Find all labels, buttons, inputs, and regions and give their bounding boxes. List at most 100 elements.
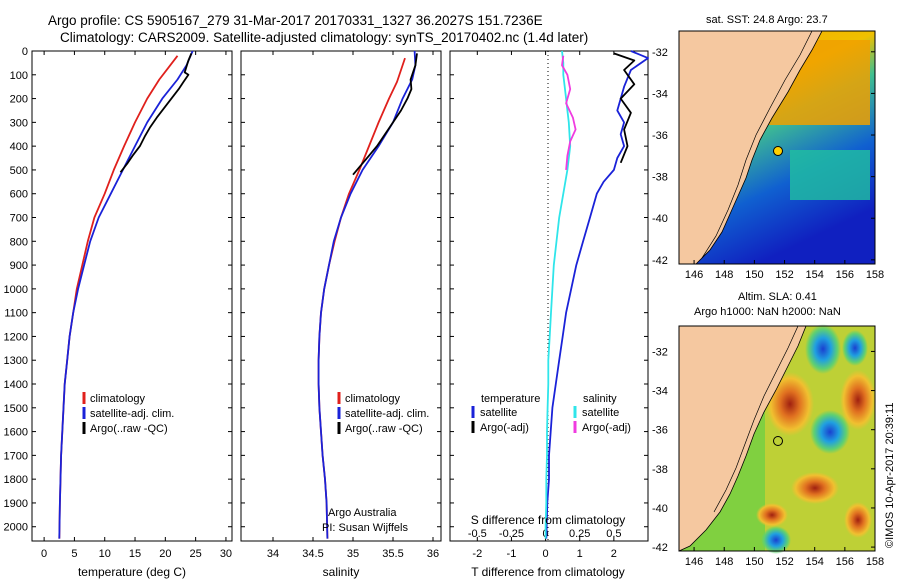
sla-map-land [678, 325, 807, 552]
depth-tick-label: 600 [10, 189, 28, 201]
series-line-climatology [317, 57, 406, 539]
depth-tick-label: 1800 [4, 474, 28, 486]
argo-float-marker [773, 436, 783, 446]
depth-tick-label: 0 [22, 46, 28, 58]
depth-tick-label: 800 [10, 236, 28, 248]
s-tick-label: -0.25 [499, 528, 524, 540]
s-difference-tick-labels: -0.5 -0.25 0 0.25 0.5 [468, 528, 622, 540]
legend-label-satellite: satellite-adj. clim. [90, 408, 174, 420]
legend-label-temp-argo: Argo(-adj) [480, 422, 529, 434]
difference-legend: temperature salinity satellite Argo(-adj… [471, 393, 631, 434]
temperature-legend: climatology satellite-adj. clim. Argo(..… [82, 392, 174, 435]
latitude-label: -40 [652, 213, 668, 225]
depth-tick-labels: 0 100 200 300 400 500 600 700 800 900 1000 1100 1200… [4, 46, 28, 534]
latitude-label: -32 [652, 346, 668, 358]
series-line-satellite-adj-clim [58, 50, 194, 539]
latitude-label: -38 [652, 464, 668, 476]
depth-tick-label: 100 [10, 70, 28, 82]
x-tick-label: 5 [71, 548, 77, 560]
difference-series [450, 50, 649, 539]
depth-tick-label: 900 [10, 260, 28, 272]
x-tick-label: 35 [347, 548, 359, 560]
s-difference-axis-label: S difference from climatology [471, 513, 626, 527]
salinity-panel: 34 34.5 35 35.5 36 salinity climatology sate… [240, 50, 442, 579]
x-tick-label: 36 [427, 548, 439, 560]
latitude-label: -36 [652, 425, 668, 437]
longitude-label: 152 [775, 556, 793, 568]
t-difference-tick-labels: -2 -1 0 1 2 [472, 51, 617, 560]
x-tick-label: 15 [129, 548, 141, 560]
depth-tick-label: 300 [10, 117, 28, 129]
latitude-label: -38 [652, 172, 668, 184]
depth-tick-label: 1900 [4, 498, 28, 510]
x-tick-label: -2 [472, 548, 482, 560]
temperature-axis-label: temperature (deg C) [78, 565, 186, 579]
depth-tick-label: 1400 [4, 379, 28, 391]
x-tick-label: 25 [190, 548, 202, 560]
legend-label-satellite: satellite-adj. clim. [345, 408, 429, 420]
salinity-axis-label: salinity [323, 565, 360, 579]
t-difference-axis-label: T difference from climatology [471, 565, 625, 579]
longitude-label: 148 [715, 269, 733, 281]
legend-label-temp-satellite: satellite [480, 407, 517, 419]
depth-tick-label: 1600 [4, 427, 28, 439]
sla-map-subtitle: Argo h1000: NaN h2000: NaN [694, 306, 841, 318]
sla-warm-eddy [840, 370, 876, 430]
longitude-label: 146 [685, 556, 703, 568]
sla-warm-eddy [766, 372, 814, 436]
latitude-label: -42 [652, 542, 668, 554]
salinity-legend: climatology satellite-adj. clim. Argo(..… [337, 392, 429, 435]
legend-label-climatology: climatology [90, 393, 146, 405]
copyright-credit: ©IMOS 10-Apr-2017 20:39:11 [884, 402, 896, 548]
longitude-label: 152 [775, 269, 793, 281]
sst-map: -32 -34 -36 -38 -40 -42 146 148 150 152 154 156 158 [652, 30, 884, 281]
longitude-label: 156 [836, 556, 854, 568]
longitude-label: 158 [866, 269, 884, 281]
x-tick-label: 20 [159, 548, 171, 560]
sst-map-title: sat. SST: 24.8 Argo: 23.7 [706, 14, 828, 26]
latitude-label: -40 [652, 503, 668, 515]
x-tick-label: 35.5 [382, 548, 403, 560]
info-line-2: PI: Susan Wijffels [322, 522, 408, 534]
x-tick-label: 34.5 [302, 548, 323, 560]
x-tick-label: 10 [99, 548, 111, 560]
longitude-label: 156 [836, 269, 854, 281]
sla-blue-eddy [805, 324, 841, 374]
sst-map-latitude-labels: -32 -34 -36 -38 -40 -42 [652, 47, 875, 267]
sla-map: -32 -34 -36 -38 -40 -42 146 148 150 152 154 156 158 [652, 324, 884, 568]
latitude-label: -36 [652, 130, 668, 142]
sla-map-title: Altim. SLA: 0.41 [738, 291, 817, 303]
depth-tick-label: 400 [10, 141, 28, 153]
series-line-satellite-adj-clim [317, 50, 417, 539]
x-tick-label: 34 [267, 548, 279, 560]
temperature-series [32, 50, 232, 539]
series-line-salinity-satellite [544, 50, 572, 539]
header-line-1: Argo profile: CS 5905167_279 31-Mar-2017… [48, 13, 543, 28]
s-tick-label: -0.5 [468, 528, 487, 540]
sst-green-patch [790, 150, 870, 200]
salinity-plot-frame [240, 50, 442, 542]
latitude-label: -42 [652, 255, 668, 267]
difference-panel: -2 -1 0 1 2 -0.5 -0.25 0 0.25 0.5 S difference f… [449, 50, 649, 579]
salinity-series [241, 50, 441, 539]
series-line-argo-raw-qc [352, 53, 418, 176]
series-line-temperature-argo-adj [613, 52, 636, 164]
depth-tick-label: 1300 [4, 355, 28, 367]
sst-map-longitude-labels: 146 148 150 152 154 156 158 [685, 260, 884, 281]
temperature-panel: 0100200300400500600700800900100011001200… [4, 46, 233, 579]
latitude-label: -32 [652, 47, 668, 59]
longitude-label: 150 [745, 556, 763, 568]
temperature-plot-frame [31, 50, 233, 542]
sla-warm-eddy [844, 502, 872, 538]
legend-label-argo: Argo(..raw -QC) [345, 423, 423, 435]
legend-label-sal-satellite: satellite [582, 407, 619, 419]
difference-plot-frame [449, 50, 649, 542]
depth-tick-label: 500 [10, 165, 28, 177]
x-tick-label: 0 [41, 548, 47, 560]
latitude-label: -34 [652, 88, 668, 100]
depth-tick-label: 1000 [4, 284, 28, 296]
x-tick-label: 2 [611, 548, 617, 560]
longitude-label: 158 [866, 556, 884, 568]
depth-tick-label: 1700 [4, 450, 28, 462]
depth-tick-label: 1200 [4, 331, 28, 343]
